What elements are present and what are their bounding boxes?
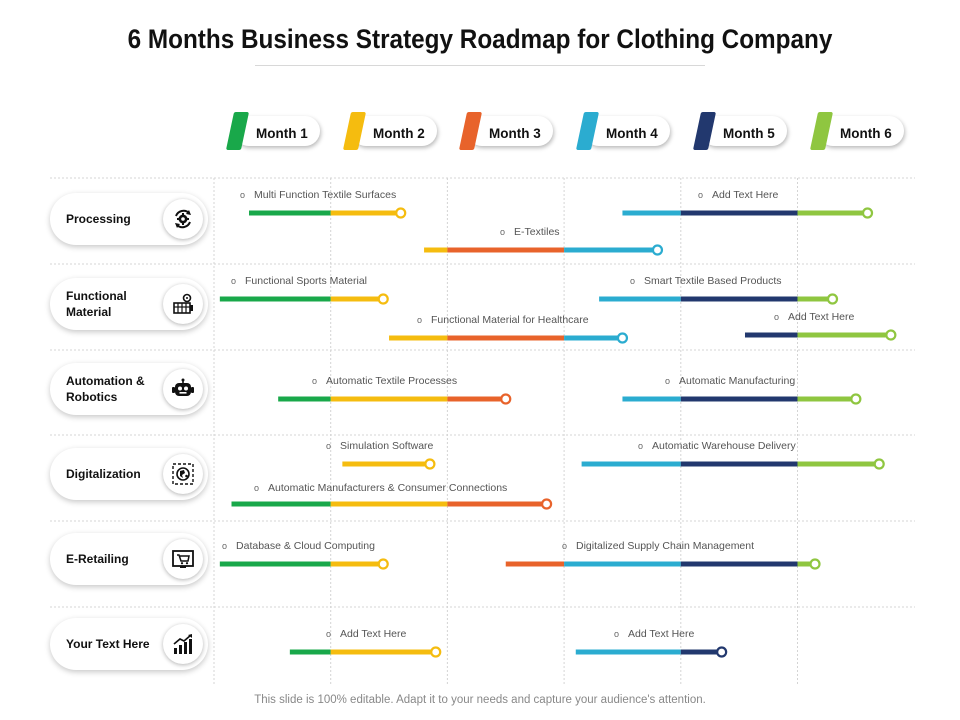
bullet-icon: o bbox=[698, 190, 704, 200]
digital-globe-icon bbox=[163, 454, 203, 494]
month-label: Month 1 bbox=[256, 126, 308, 141]
task-end-marker bbox=[850, 393, 862, 405]
row-label-text: E-Retailing bbox=[66, 552, 129, 566]
task-label: o Automatic Manufacturers & Consumer Conn… bbox=[254, 482, 508, 494]
month-header-1: Month 1 bbox=[225, 112, 324, 152]
task-label: o Functional Sports Material bbox=[231, 275, 367, 287]
task-label: o Add Text Here bbox=[614, 628, 695, 640]
month-header-4: Month 4 bbox=[575, 112, 674, 152]
task-end-marker bbox=[885, 329, 897, 341]
month-label: Month 6 bbox=[840, 126, 892, 141]
task-label: o E-Textiles bbox=[500, 226, 560, 238]
row-label-processing: Processing bbox=[50, 193, 208, 245]
row-label-automation-robotics: Automation & Robotics bbox=[50, 363, 208, 415]
task-label: o Add Text Here bbox=[698, 189, 779, 201]
month-label: Month 5 bbox=[723, 126, 775, 141]
month-header-pill bbox=[351, 116, 437, 146]
bullet-icon: o bbox=[417, 315, 423, 325]
task-end-marker bbox=[651, 244, 664, 256]
row-label-text: Your Text Here bbox=[66, 637, 150, 651]
robot-icon bbox=[163, 369, 203, 409]
bullet-icon: o bbox=[254, 483, 260, 493]
bullet-icon: o bbox=[326, 629, 332, 639]
task-end-marker bbox=[861, 207, 874, 219]
task-end-marker bbox=[500, 393, 512, 405]
footer-note: This slide is 100% editable. Adapt it to… bbox=[254, 694, 706, 706]
month-header-pill bbox=[584, 116, 670, 146]
month-label: Month 4 bbox=[606, 126, 658, 141]
task-label: o Add Text Here bbox=[774, 311, 855, 323]
bullet-icon: o bbox=[231, 276, 237, 286]
bullet-icon: o bbox=[614, 629, 620, 639]
task-label: o Smart Textile Based Products bbox=[630, 275, 782, 287]
task-label: o Simulation Software bbox=[326, 440, 434, 452]
bullet-icon: o bbox=[222, 541, 228, 551]
title-divider bbox=[255, 65, 705, 66]
task-label: o Multi Function Textile Surfaces bbox=[240, 189, 397, 201]
month-header-pill bbox=[467, 116, 553, 146]
task-end-marker bbox=[430, 646, 442, 658]
task-label: o Automatic Textile Processes bbox=[312, 375, 458, 387]
month-header-pill bbox=[818, 116, 904, 146]
month-header-pill bbox=[701, 116, 787, 146]
task-end-marker bbox=[377, 558, 389, 570]
row-label-functional-material: Functional Material bbox=[50, 278, 208, 330]
row-label-text: Functional Material bbox=[66, 289, 127, 319]
month-header-6: Month 6 bbox=[809, 112, 908, 152]
row-label-your-text: Your Text Here bbox=[50, 618, 208, 670]
task-end-marker bbox=[873, 458, 885, 470]
bullet-icon: o bbox=[326, 441, 332, 451]
task-end-marker bbox=[809, 558, 821, 570]
task-label: o Digitalized Supply Chain Management bbox=[562, 540, 755, 552]
task-label: o Functional Material for Healthcare bbox=[417, 314, 589, 326]
row-label-text: Automation & Robotics bbox=[66, 374, 145, 404]
task-end-marker bbox=[395, 207, 407, 219]
month-header-2: Month 2 bbox=[342, 112, 441, 152]
task-label: o Database & Cloud Computing bbox=[222, 540, 375, 552]
bullet-icon: o bbox=[312, 376, 318, 386]
bullet-icon: o bbox=[240, 190, 246, 200]
month-label: Month 2 bbox=[373, 126, 425, 141]
row-label-text: Digitalization bbox=[66, 467, 141, 481]
bullet-icon: o bbox=[500, 227, 506, 237]
bullet-icon: o bbox=[562, 541, 568, 551]
task-end-marker bbox=[424, 458, 436, 470]
task-end-marker bbox=[716, 646, 728, 658]
bullet-icon: o bbox=[630, 276, 636, 286]
page-title: 6 Months Business Strategy Roadmap for C… bbox=[127, 24, 833, 54]
task-end-marker bbox=[377, 293, 389, 305]
month-label: Month 3 bbox=[489, 126, 541, 141]
cart-screen-icon bbox=[163, 539, 203, 579]
row-label-e-retailing: E-Retailing bbox=[50, 533, 208, 585]
task-label: o Automatic Manufacturing bbox=[665, 375, 796, 387]
month-header-5: Month 5 bbox=[692, 112, 791, 152]
row-label-digitalization: Digitalization bbox=[50, 448, 208, 500]
task-end-marker bbox=[616, 332, 629, 344]
bullet-icon: o bbox=[665, 376, 671, 386]
task-label: o Add Text Here bbox=[326, 628, 407, 640]
row-label-text: Processing bbox=[66, 212, 131, 226]
task-end-marker bbox=[540, 498, 553, 510]
month-header-3: Month 3 bbox=[458, 112, 557, 152]
task-end-marker bbox=[826, 293, 839, 305]
fabric-machine-icon bbox=[163, 284, 203, 324]
month-header-pill bbox=[234, 116, 320, 146]
task-label: o Automatic Warehouse Delivery bbox=[638, 440, 796, 452]
bullet-icon: o bbox=[774, 312, 780, 322]
bullet-icon: o bbox=[638, 441, 644, 451]
growth-chart-icon bbox=[163, 624, 203, 664]
gear-cycle-icon bbox=[163, 199, 203, 239]
